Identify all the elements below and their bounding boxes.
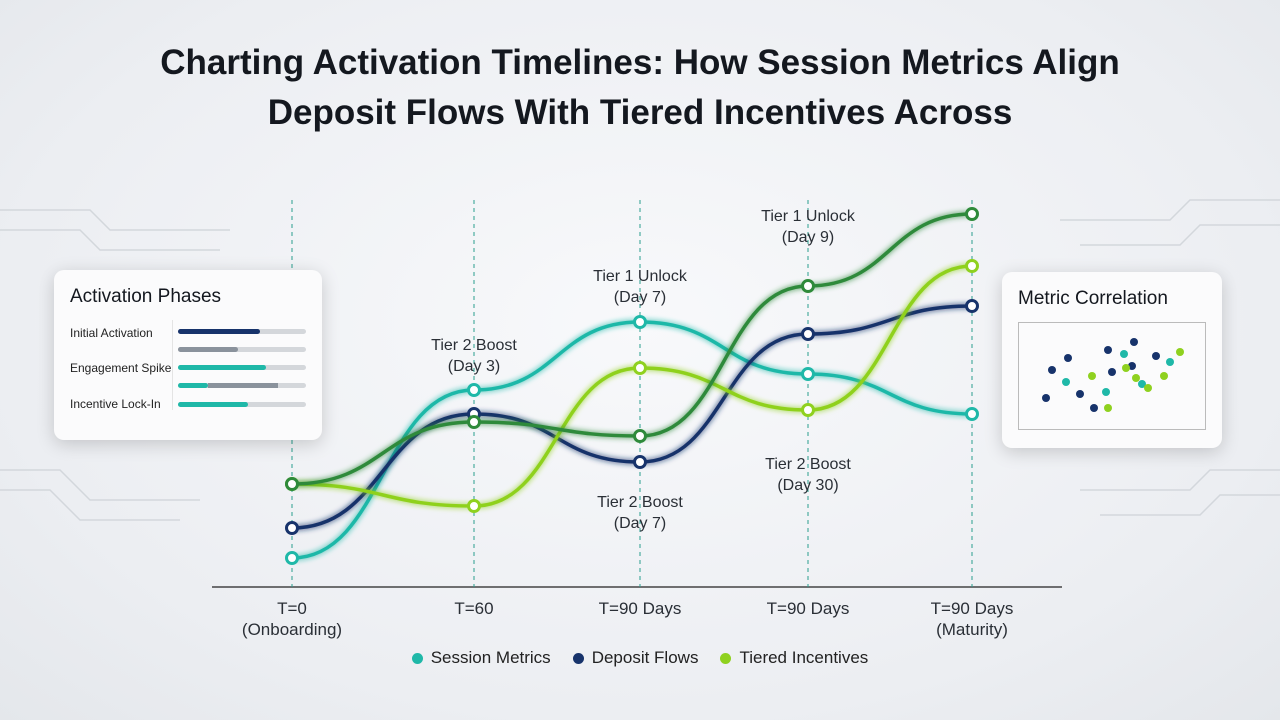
legend-swatch [411, 652, 423, 664]
series-line [291, 212, 973, 486]
legend-item: Session Metrics [411, 648, 551, 668]
point [965, 259, 979, 273]
circuit-decoration [0, 199, 1280, 521]
point [801, 327, 815, 341]
x-tick-label: T=90 Days [598, 599, 682, 618]
legend-label: Tiered Incentives [739, 648, 869, 667]
point [285, 551, 299, 565]
point [633, 455, 647, 469]
phase-bars [172, 320, 306, 410]
point [285, 477, 299, 491]
panel-title: Activation Phases [70, 286, 222, 307]
legend-label: Deposit Flows [591, 648, 699, 667]
legend-swatch [572, 652, 584, 664]
legend-item: Tiered Incentives [720, 648, 868, 668]
annotation: Tier 1 Unlock (Day 9) [761, 208, 855, 246]
activation-panel: Activation Phases Initial Activation Eng… [54, 270, 322, 440]
point [801, 403, 815, 417]
x-tick-label: T=90 Days (Maturity) [930, 599, 1014, 639]
panel-title: Metric Correlation [1018, 288, 1168, 309]
annotation: Tier 2 Boost (Day 30) [765, 456, 851, 494]
panel-item: Engagement Spike [70, 361, 172, 375]
point [467, 415, 481, 429]
chart-title: Charting Activation Timelines: How Sessi… [160, 43, 1120, 132]
x-tick-label: T=90 Days [766, 599, 850, 618]
point [801, 367, 815, 381]
x-tick-label: T=60 [454, 599, 494, 618]
mini-scatter [1018, 322, 1206, 430]
point [285, 521, 299, 535]
legend: Session Metrics Deposit Flows Tiered Incen… [0, 648, 1280, 668]
point [633, 429, 647, 443]
point [965, 207, 979, 221]
annotation: Tier 1 Unlock (Day 7) [593, 268, 687, 306]
point [467, 383, 481, 397]
point [965, 407, 979, 421]
legend-label: Session Metrics [430, 648, 551, 667]
legend-swatch [720, 652, 732, 664]
panel-item: Initial Activation [70, 326, 153, 340]
x-tick-label: T=0 (Onboarding) [241, 599, 343, 639]
panel-item: Incentive Lock-In [70, 397, 161, 411]
correlation-panel: Metric Correlation [1002, 272, 1222, 448]
point [633, 315, 647, 329]
annotation: Tier 2 Boost (Day 7) [597, 494, 683, 532]
point [633, 361, 647, 375]
point [965, 299, 979, 313]
point [467, 499, 481, 513]
annotation: Tier 2 Boost (Day 3) [431, 337, 517, 375]
series-line [291, 320, 973, 560]
point [801, 279, 815, 293]
legend-item: Deposit Flows [572, 648, 699, 668]
